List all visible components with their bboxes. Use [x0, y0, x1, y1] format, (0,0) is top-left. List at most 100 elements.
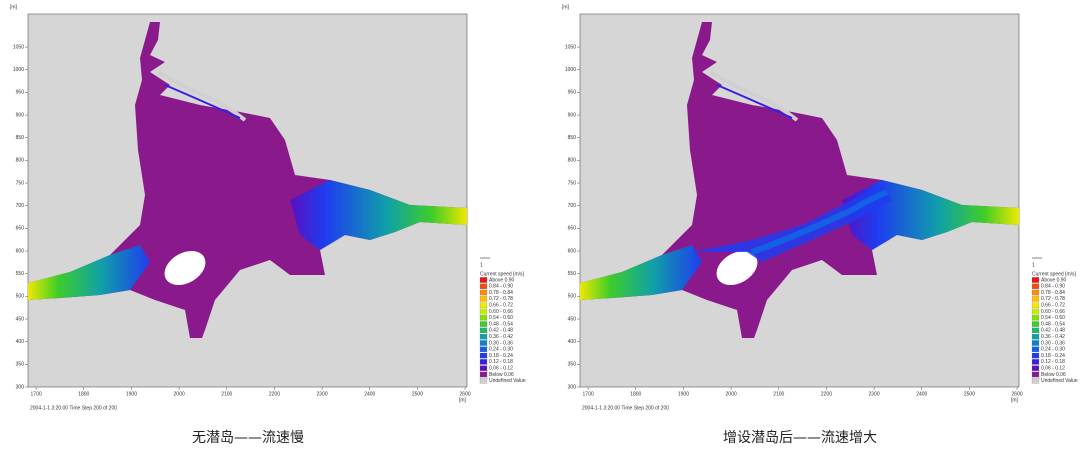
legend-swatch [1031, 277, 1040, 283]
legend-label: 0.42 - 0.48 [1041, 328, 1065, 334]
y-tick-label: 450 [16, 316, 25, 322]
legend-label: 0.24 - 0.30 [1041, 347, 1065, 353]
x-tick-label: 2600 [460, 391, 471, 397]
legend-swatch [479, 378, 488, 384]
legend-swatch [1031, 321, 1040, 327]
y-axis-unit: [m] [10, 4, 18, 10]
legend-swatch [479, 334, 488, 340]
x-tick-label: 1800 [630, 391, 641, 397]
vector-scale-label: 1 [480, 262, 483, 268]
legend-label: 0.36 - 0.42 [1041, 334, 1065, 340]
x-tick-label: 2500 [964, 391, 975, 397]
y-tick-label: 800 [568, 158, 577, 164]
y-tick-label: 650 [16, 226, 25, 232]
x-axis-unit: [m] [1011, 397, 1019, 403]
x-tick-label: 2100 [221, 391, 232, 397]
legend-label: 0.66 - 0.72 [489, 303, 513, 309]
y-tick-label: 650 [568, 226, 577, 232]
y-tick-label: 300 [568, 384, 577, 390]
legend-label: 0.66 - 0.72 [1041, 303, 1065, 309]
legend-label: Undefined Value [489, 378, 526, 384]
legend-swatch [1031, 334, 1040, 340]
legend-swatch [479, 321, 488, 327]
legend-label: 0.30 - 0.36 [1041, 340, 1065, 346]
y-tick-label: 600 [568, 248, 577, 254]
legend-swatch [479, 352, 488, 359]
legend-label: 0.18 - 0.24 [1041, 353, 1065, 359]
legend-swatch [1031, 352, 1040, 359]
legend-swatch [1031, 289, 1040, 296]
legend-label: 0.60 - 0.66 [1041, 309, 1065, 315]
legend-swatch [479, 327, 488, 334]
time-label: 2004-1-1 3:20:00 Time Step 200 of 200 [30, 405, 117, 411]
y-tick-label: 400 [568, 339, 577, 345]
y-tick-label: 1000 [13, 67, 24, 73]
legend-swatch [1031, 365, 1040, 371]
legend-swatch [1031, 327, 1040, 334]
y-tick-label: 950 [568, 90, 577, 96]
legend-label: 0.06 - 0.12 [1041, 366, 1065, 372]
x-tick-label: 2100 [773, 391, 784, 397]
y-tick-label: 750 [16, 180, 25, 186]
legend-swatch [479, 340, 488, 346]
y-tick-label: 800 [16, 158, 25, 164]
legend-label: Above 0.90 [489, 277, 515, 283]
x-tick-label: 2300 [317, 391, 328, 397]
y-axis-unit: [m] [562, 4, 570, 10]
legend-swatch [479, 296, 488, 302]
y-tick-label: 850 [568, 135, 577, 141]
x-tick-label: 2400 [364, 391, 375, 397]
x-tick-label: 1700 [31, 391, 42, 397]
legend-label: 0.84 - 0.90 [1041, 284, 1065, 290]
vector-scale-label: 1 [1032, 262, 1035, 268]
y-tick-label: 550 [16, 271, 25, 277]
legend-swatch [1031, 371, 1040, 378]
y-tick-label: 700 [16, 203, 25, 209]
legend-label: Undefined Value [1041, 378, 1078, 384]
legend-label: 0.72 - 0.78 [489, 296, 513, 302]
x-tick-label: 2500 [412, 391, 423, 397]
x-tick-label: 1900 [678, 391, 689, 397]
legend-label: 0.36 - 0.42 [489, 334, 513, 340]
legend-swatch [479, 359, 488, 365]
legend-label: 0.48 - 0.54 [1041, 321, 1065, 327]
legend-label: 0.48 - 0.54 [489, 321, 513, 327]
legend-swatch [1031, 302, 1040, 308]
legend-label: 0.42 - 0.48 [489, 328, 513, 334]
y-tick-label: 1050 [565, 44, 576, 50]
legend-title: Current speed [m/s] [480, 271, 525, 277]
panel: 1700 1800 1900 2000 2100 2200 2300 2400 2500 2600… [10, 4, 526, 446]
legend-swatch [1031, 283, 1040, 290]
y-tick-label: 450 [568, 316, 577, 322]
y-tick-label: 850 [16, 135, 25, 141]
x-tick-label: 2600 [1012, 391, 1023, 397]
legend-swatch [1031, 308, 1040, 315]
x-tick-label: 2200 [269, 391, 280, 397]
legend-swatch [1031, 378, 1040, 384]
y-tick-label: 350 [568, 362, 577, 368]
y-tick-label: 500 [568, 294, 577, 300]
legend-swatch [479, 315, 488, 321]
legend-label: 0.78 - 0.84 [489, 290, 513, 296]
legend-label: 0.72 - 0.78 [1041, 296, 1065, 302]
legend-label: 0.06 - 0.12 [489, 366, 513, 372]
panel: 1700 1800 1900 2000 2100 2200 2300 2400 2500 2600… [562, 4, 1078, 446]
legend-swatch [479, 289, 488, 296]
legend-swatch [1031, 359, 1040, 365]
y-tick-label: 1050 [13, 44, 24, 50]
caption: 增设潜岛后——流速增大 [723, 430, 877, 446]
x-tick-label: 1900 [126, 391, 137, 397]
legend-swatch [1031, 346, 1040, 353]
legend-swatch [479, 277, 488, 283]
y-tick-label: 900 [568, 112, 577, 118]
y-tick-label: 550 [568, 271, 577, 277]
legend-label: Below 0.06 [489, 372, 514, 378]
legend-swatch [1031, 315, 1040, 321]
legend-swatch [479, 283, 488, 290]
legend-label: 0.18 - 0.24 [489, 353, 513, 359]
legend-label: 0.24 - 0.30 [489, 347, 513, 353]
legend-swatch [479, 302, 488, 308]
y-tick-label: 950 [16, 90, 25, 96]
legend-swatch [1031, 340, 1040, 346]
